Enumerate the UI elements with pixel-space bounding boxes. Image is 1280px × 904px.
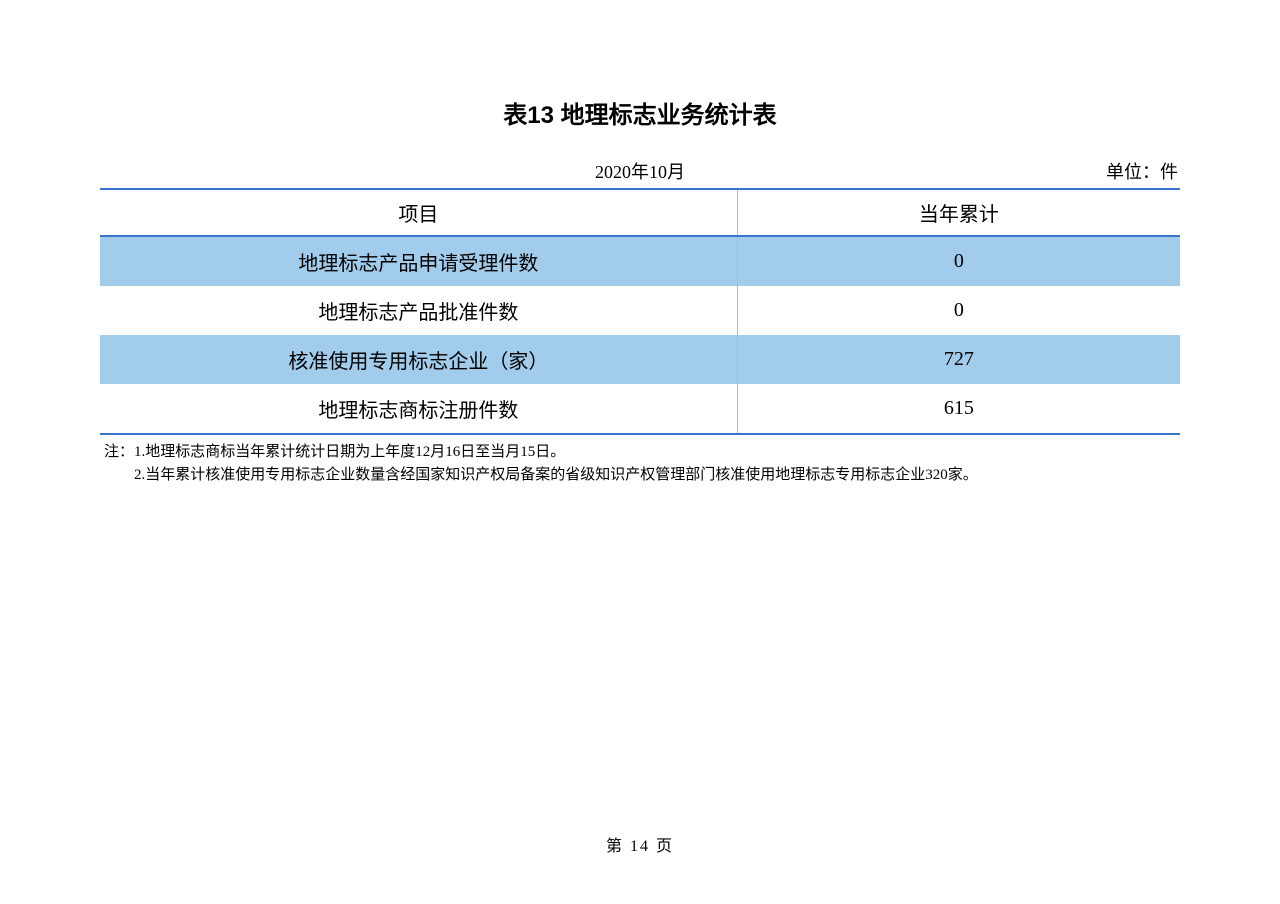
row-value: 0 <box>737 236 1180 286</box>
page-number: 第 14 页 <box>0 832 1280 856</box>
table-header-row: 项目 当年累计 <box>100 189 1180 236</box>
date-label: 2020年10月 <box>595 158 685 184</box>
table-row: 地理标志商标注册件数 615 <box>100 384 1180 434</box>
table-row: 地理标志产品申请受理件数 0 <box>100 236 1180 286</box>
notes-block: 注：1.地理标志商标当年累计统计日期为上年度12月16日至当月15日。 注：2.… <box>100 441 1180 486</box>
col-header-total: 当年累计 <box>737 189 1180 236</box>
notes-prefix: 注： <box>104 444 134 460</box>
row-label: 地理标志产品批准件数 <box>100 286 737 335</box>
note-line-2: 2.当年累计核准使用专用标志企业数量含经国家知识产权局备案的省级知识产权管理部门… <box>134 467 978 483</box>
table-row: 地理标志产品批准件数 0 <box>100 286 1180 335</box>
row-label: 地理标志商标注册件数 <box>100 384 737 434</box>
row-label: 地理标志产品申请受理件数 <box>100 236 737 286</box>
col-header-item: 项目 <box>100 189 737 236</box>
stats-table: 项目 当年累计 地理标志产品申请受理件数 0 地理标志产品批准件数 0 核准使用… <box>100 188 1180 435</box>
row-value: 615 <box>737 384 1180 434</box>
note-line-1: 1.地理标志商标当年累计统计日期为上年度12月16日至当月15日。 <box>134 444 565 460</box>
table-title: 表13 地理标志业务统计表 <box>100 95 1180 130</box>
row-value: 727 <box>737 335 1180 384</box>
table-row: 核准使用专用标志企业（家） 727 <box>100 335 1180 384</box>
row-label: 核准使用专用标志企业（家） <box>100 335 737 384</box>
subtitle-row: 2020年10月 单位：件 <box>100 158 1180 182</box>
row-value: 0 <box>737 286 1180 335</box>
unit-label: 单位：件 <box>1106 158 1178 184</box>
